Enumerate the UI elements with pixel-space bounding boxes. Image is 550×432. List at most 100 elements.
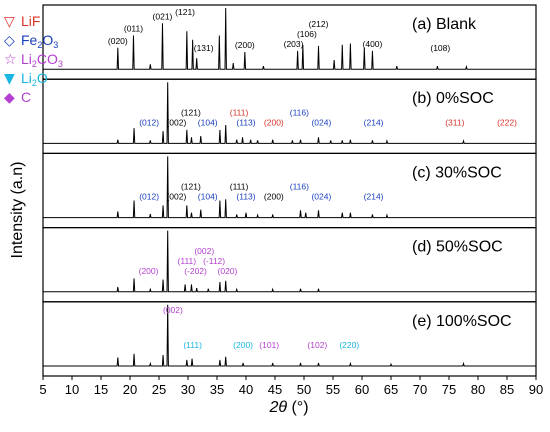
x-tick-label: 25 <box>152 382 166 397</box>
legend-marker: ▽ <box>4 14 15 30</box>
legend-label: Fe2O3 <box>21 32 58 50</box>
peak-annotation: (111) <box>230 182 249 192</box>
peak-annotation: (012) <box>139 117 159 127</box>
peak-annotation: (200) <box>264 117 284 127</box>
legend-item: ◆ C <box>4 89 31 106</box>
peak-annotation: (024) <box>311 117 331 127</box>
peak-annotation: (121) <box>181 182 201 192</box>
panel-label: (e) 100%SOC <box>412 313 512 330</box>
x-tick-label: 20 <box>123 382 137 397</box>
panel-2: (b) 0%SOC (002) (113) (012) (121)(104) (111) (… <box>42 78 537 154</box>
peak-annotation: (200) <box>235 40 255 50</box>
legend-item: ☆ Li2CO3 <box>4 51 63 69</box>
peak-annotation: (011) <box>124 24 143 34</box>
peak-annotation: (222) <box>497 117 517 127</box>
peak-annotation: (-202) <box>184 266 207 276</box>
peak-annotation: (200) <box>264 192 284 202</box>
peak-annotation: (002) <box>166 117 186 127</box>
peak-annotation: (200) <box>233 340 253 350</box>
y-axis-label: Intensity (a.n) <box>9 162 26 259</box>
panel-4: (d) 50%SOC (-202)(-112)(020) (200) (111)(00… <box>42 227 537 303</box>
legend: ▽ LiF◇ Fe2O3☆ Li2CO3▼ Li2O◆ C <box>4 13 63 106</box>
legend-item: ◇ Fe2O3 <box>4 32 58 50</box>
x-tick-label: 10 <box>65 382 79 397</box>
peak-annotation: (106) <box>297 29 317 39</box>
x-tick-label: 75 <box>442 382 456 397</box>
series-line <box>43 82 536 144</box>
series-line <box>43 304 536 367</box>
peak-annotation: (121) <box>181 107 201 117</box>
series-line <box>43 7 536 70</box>
peak-annotation: (311) <box>445 117 464 127</box>
panels: (a) Blank(020)(011)(021) (121)(131) (200)(… <box>42 4 537 377</box>
peak-annotation: (203) <box>284 39 304 49</box>
peak-annotation: (-112) <box>203 256 225 266</box>
panel-5: (e) 100%SOC (002) (111) (200) (101) (102) (220… <box>42 301 537 377</box>
series-line <box>43 156 536 219</box>
peak-annotation: (113) <box>236 117 255 127</box>
x-tick-label: 85 <box>500 382 514 397</box>
x-axis-label-symbol: 2θ <box>268 399 287 416</box>
x-tick-label: 90 <box>529 382 543 397</box>
peak-annotation: (111) <box>178 256 197 266</box>
x-tick-label: 40 <box>239 382 253 397</box>
peak-annotation: (020) <box>108 36 128 46</box>
peak-annotation: (002) <box>166 192 186 202</box>
panel-label: (c) 30%SOC <box>412 164 502 181</box>
legend-item: ▽ LiF <box>4 13 40 30</box>
x-axis-label-unit: (°) <box>287 399 309 416</box>
x-tick-label: 55 <box>326 382 340 397</box>
x-tick-label: 50 <box>297 382 311 397</box>
peak-annotation: (002) <box>163 305 183 315</box>
peak-annotation: (111) <box>183 340 202 350</box>
x-axis-label: 2θ (°) <box>268 399 308 416</box>
legend-marker: ◇ <box>4 33 15 49</box>
peak-annotation: (002) <box>194 246 214 256</box>
legend-label: Li2CO3 <box>21 51 63 69</box>
x-tick-label: 35 <box>210 382 224 397</box>
legend-item: ▼ Li2O <box>4 70 48 88</box>
peak-annotation: (020) <box>218 266 238 276</box>
x-axis: 5 10 15 20 25 30 35 40 45 50 55 60 65 70 75 80 85 90 <box>39 376 543 397</box>
x-tick-label: 60 <box>355 382 369 397</box>
peak-annotation: (214) <box>364 192 384 202</box>
x-tick-label: 70 <box>413 382 427 397</box>
x-tick-label: 15 <box>94 382 108 397</box>
peak-annotation: (104) <box>198 192 218 202</box>
peak-annotation: (214) <box>364 117 384 127</box>
panel-3: (c) 30%SOC (002) (113) (012) (121)(104) (111)… <box>42 152 537 229</box>
x-tick-label: 80 <box>471 382 485 397</box>
peak-annotation: (113) <box>236 192 255 202</box>
peak-annotation: (021) <box>153 11 173 21</box>
x-tick-label: 65 <box>384 382 398 397</box>
peak-annotation: (212) <box>309 19 329 29</box>
peak-annotation: (116) <box>290 182 309 192</box>
peak-annotation: (400) <box>363 39 383 49</box>
panel-label: (a) Blank <box>412 16 477 33</box>
legend-marker: ▼ <box>4 71 15 87</box>
panel-1: (a) Blank (020) (011) (021) (121) (131) (200) (… <box>42 4 537 80</box>
peak-annotation: (121) <box>175 7 195 17</box>
peak-annotation: (108) <box>430 43 450 53</box>
legend-label: LiF <box>21 13 40 29</box>
x-tick-label: 30 <box>181 382 195 397</box>
panel-frame <box>42 301 537 377</box>
x-tick-label: 45 <box>268 382 282 397</box>
peak-annotation: (012) <box>139 192 159 202</box>
legend-label: C <box>21 89 31 105</box>
peak-annotation: (116) <box>290 107 309 117</box>
legend-label: Li2O <box>21 70 48 88</box>
peak-annotation: (111) <box>230 107 249 117</box>
peak-annotation: (101) <box>259 340 279 350</box>
peak-annotation: (024) <box>311 192 331 202</box>
x-tick-label: 5 <box>39 382 46 397</box>
series-line <box>43 230 536 293</box>
legend-marker: ◆ <box>4 90 15 106</box>
peak-annotation: (220) <box>339 340 359 350</box>
peak-annotation: (200) <box>139 266 159 276</box>
peak-annotation: (102) <box>307 340 327 350</box>
panel-label: (d) 50%SOC <box>412 239 503 256</box>
peak-annotation: (104) <box>198 117 218 127</box>
panel-label: (b) 0%SOC <box>412 90 494 107</box>
